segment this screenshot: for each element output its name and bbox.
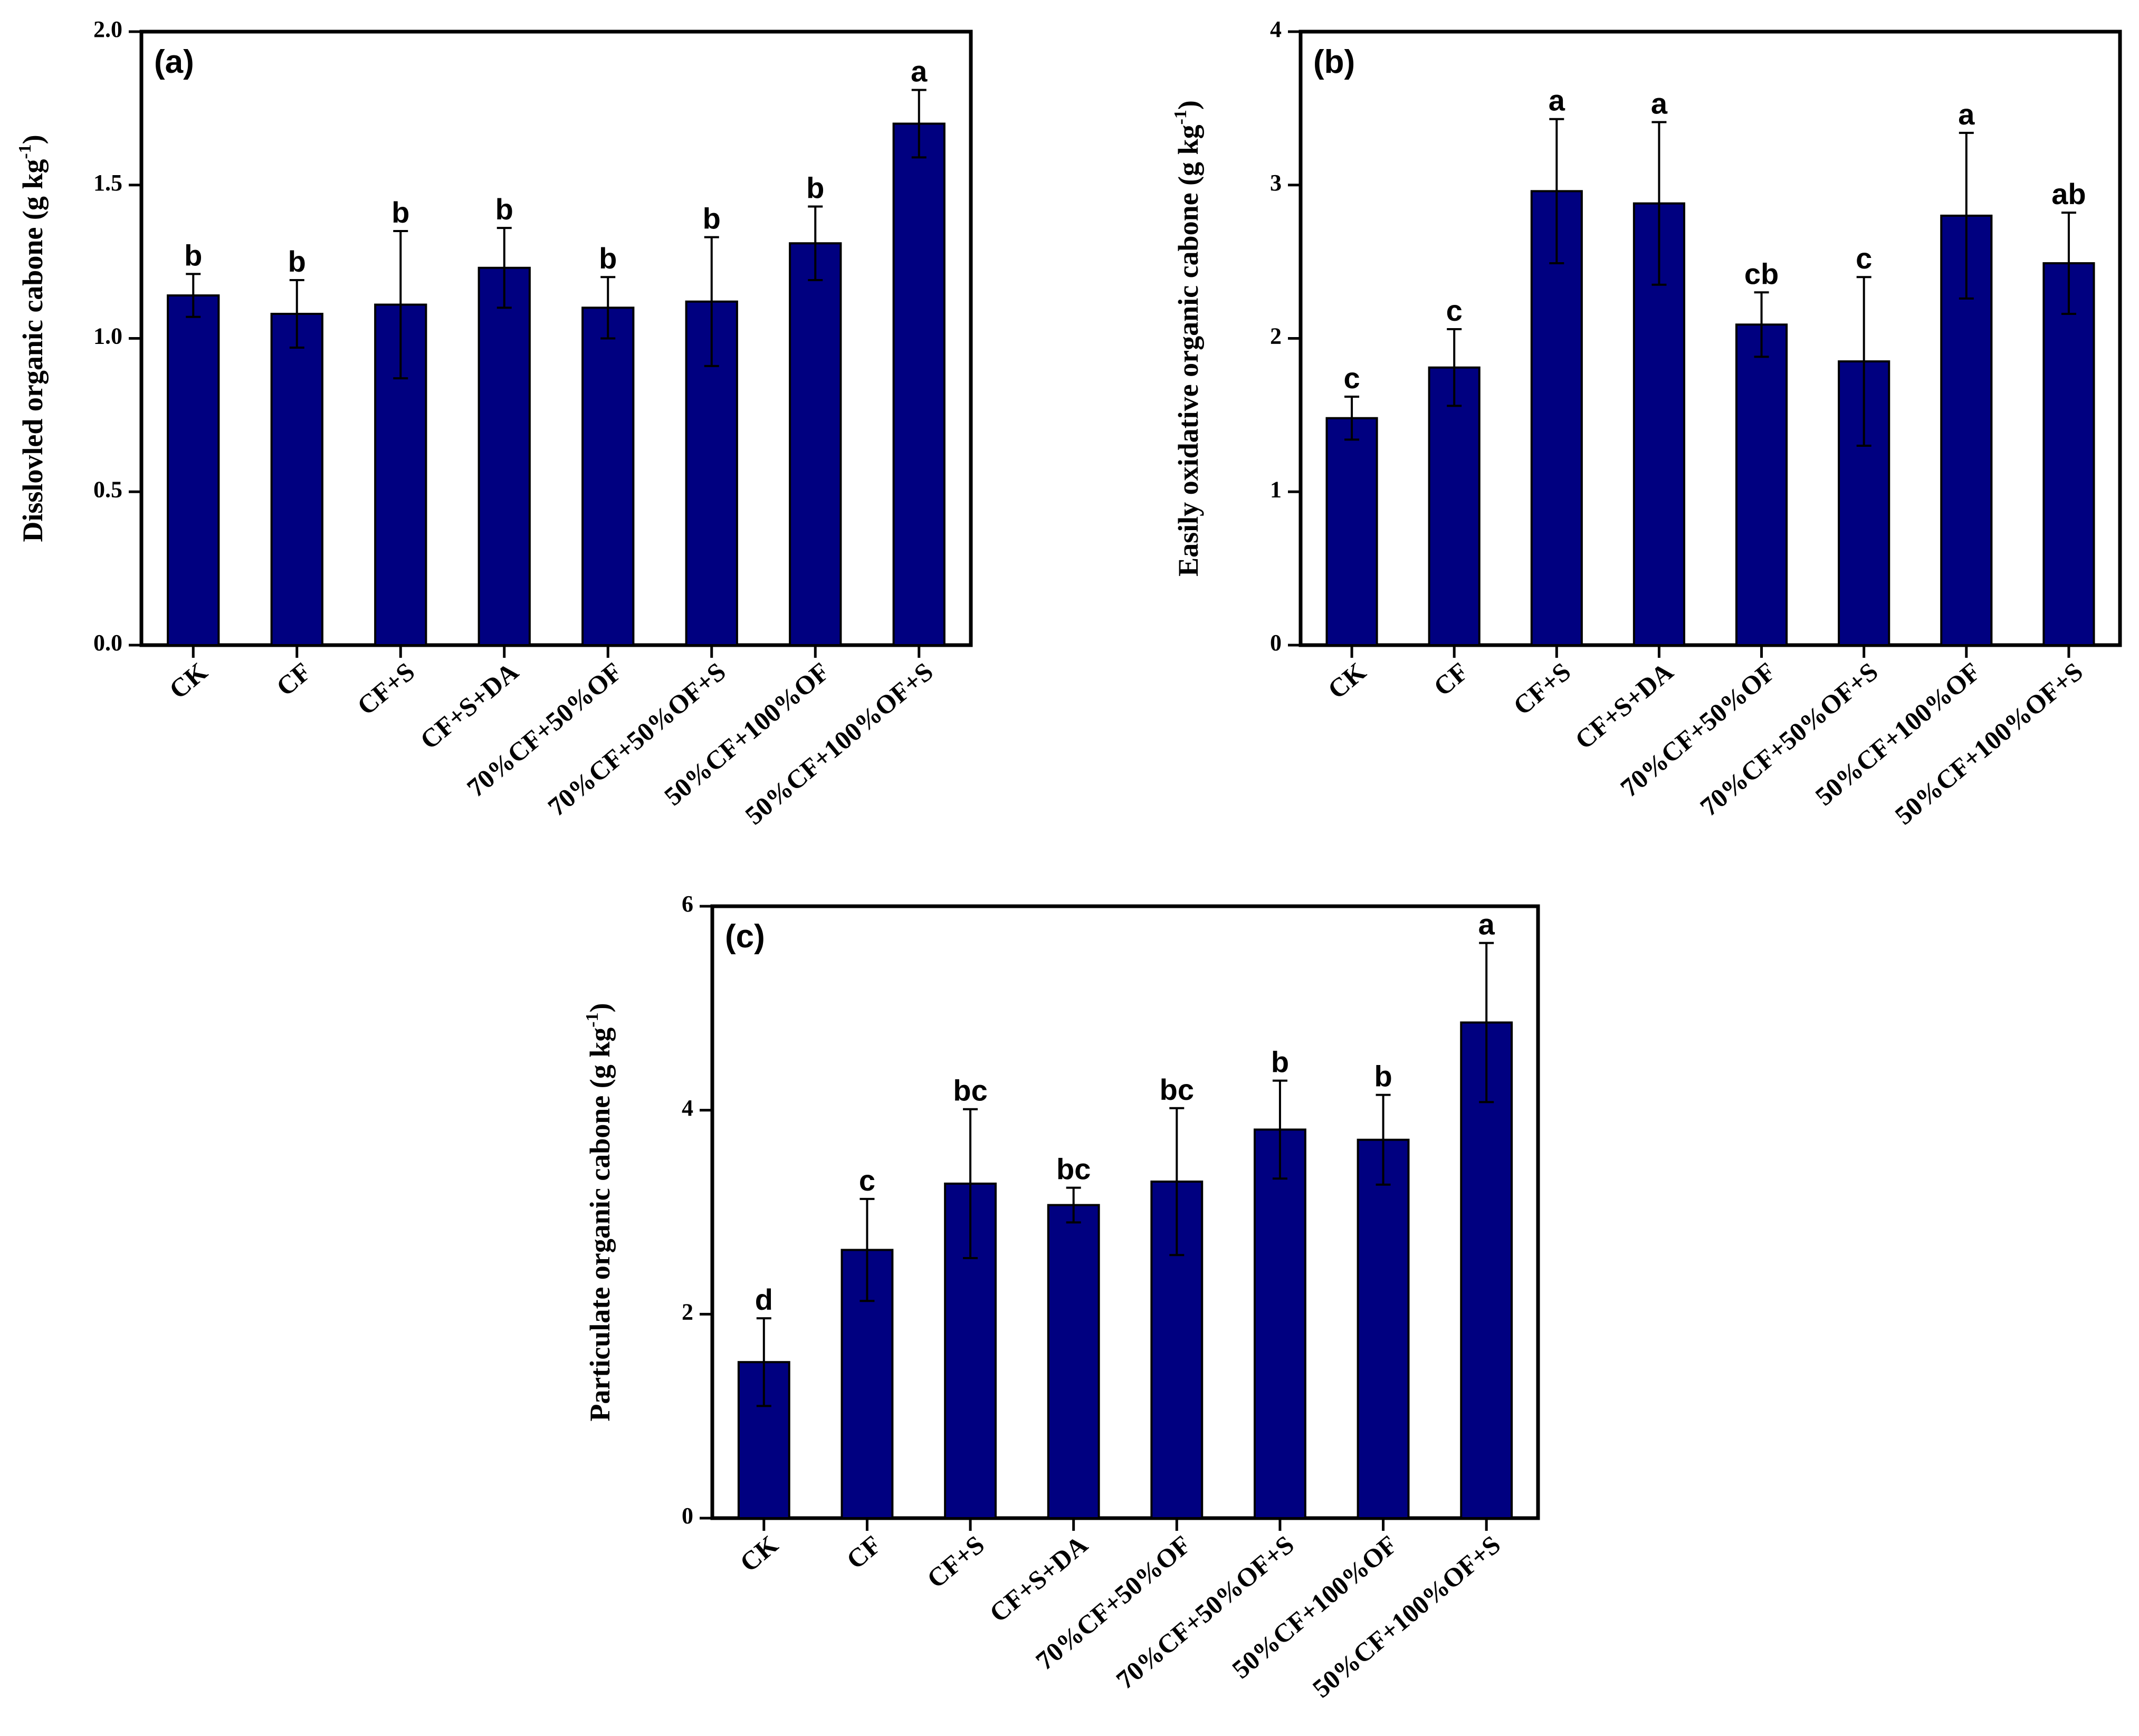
- y-axis-title-close: ): [17, 135, 49, 144]
- bar: [1735, 323, 1788, 646]
- y-tick-label: 1: [1270, 476, 1282, 502]
- y-tick-label: 1.0: [93, 323, 122, 349]
- y-axis-title-unit-superscript: -1: [1171, 110, 1190, 124]
- y-tick-label: 2.0: [93, 16, 122, 42]
- y-tick-label: 4: [1270, 16, 1282, 42]
- bar: [581, 306, 635, 646]
- significance-label: b: [1271, 1046, 1289, 1079]
- y-tick-label: 1.5: [93, 170, 122, 196]
- significance-label: b: [599, 242, 617, 275]
- y-tick-label: 0.0: [93, 630, 122, 656]
- bar: [1254, 1128, 1306, 1519]
- significance-label: a: [1549, 84, 1565, 117]
- panel-label: (a): [154, 44, 194, 80]
- bar: [789, 242, 842, 646]
- panel-label: (b): [1313, 44, 1355, 80]
- y-axis-title-text: Particulate organic cabone (g kg: [584, 1028, 616, 1422]
- significance-label: b: [495, 193, 513, 226]
- bar: [1460, 1021, 1513, 1519]
- y-tick-label: 6: [682, 891, 693, 917]
- bar: [1325, 417, 1378, 646]
- y-tick-label: 3: [1270, 170, 1282, 196]
- bar: [2042, 262, 2095, 647]
- significance-label: ab: [2051, 177, 2086, 210]
- significance-label: b: [184, 238, 202, 272]
- y-axis-title-close: ): [584, 1003, 616, 1012]
- y-axis-title-close: ): [1172, 100, 1204, 110]
- significance-label: bc: [953, 1074, 987, 1107]
- significance-label: b: [703, 202, 721, 235]
- y-axis-title: Disslovled organic cabone (g kg-1): [15, 135, 49, 542]
- bar: [1357, 1138, 1410, 1520]
- significance-label: b: [391, 196, 409, 229]
- y-tick-label: 2: [682, 1299, 693, 1325]
- plot-frame: [710, 904, 1540, 1520]
- significance-label: c: [859, 1164, 875, 1197]
- significance-label: b: [806, 171, 824, 204]
- significance-label: a: [1651, 87, 1668, 120]
- significance-label: cb: [1744, 257, 1779, 290]
- significance-label: c: [1446, 294, 1463, 327]
- y-tick-label: 0: [1270, 630, 1282, 656]
- significance-label: bc: [1160, 1073, 1194, 1106]
- y-axis-title-text: Disslovled organic cabone (g kg: [17, 159, 49, 542]
- y-axis-title: Particulate organic cabone (g kg-1): [583, 1003, 616, 1421]
- significance-label: c: [1856, 242, 1872, 275]
- bar: [1047, 1204, 1100, 1519]
- bar: [1428, 366, 1481, 646]
- bar: [167, 294, 220, 646]
- y-tick-label: 2: [1270, 323, 1282, 349]
- y-tick-label: 4: [682, 1095, 693, 1121]
- y-axis-title-unit-superscript: -1: [15, 144, 35, 159]
- significance-label: c: [1343, 361, 1360, 395]
- significance-label: a: [1478, 908, 1495, 941]
- significance-label: a: [1958, 98, 1975, 131]
- bar: [892, 122, 946, 646]
- significance-label: b: [1374, 1060, 1392, 1093]
- y-tick-label: 0.5: [93, 476, 122, 502]
- significance-label: d: [755, 1283, 773, 1316]
- significance-label: a: [911, 54, 928, 88]
- bar: [270, 312, 323, 646]
- y-axis-title-unit-superscript: -1: [583, 1012, 602, 1027]
- panel-label: (c): [725, 918, 765, 955]
- y-axis-title: Easily oxidative organic cabone (g kg-1): [1171, 100, 1204, 577]
- y-tick-label: 0: [682, 1503, 693, 1529]
- y-axis-title-text: Easily oxidative organic cabone (g kg: [1172, 124, 1204, 577]
- significance-label: bc: [1056, 1153, 1091, 1186]
- bar: [478, 266, 531, 646]
- significance-label: b: [288, 245, 306, 278]
